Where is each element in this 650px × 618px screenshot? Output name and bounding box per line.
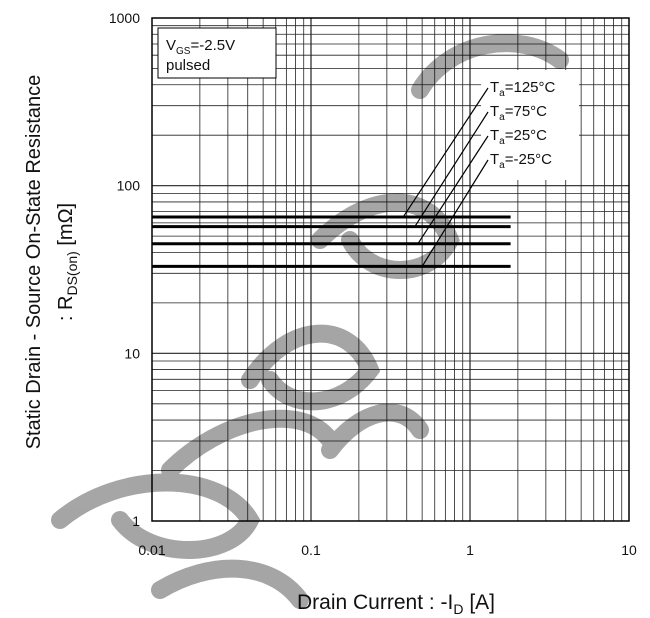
condition-line-1: VGS=-2.5V	[166, 37, 235, 57]
plot-frame	[151, 17, 630, 522]
x-axis-label: Drain Current : -ID [A]	[297, 591, 495, 617]
legend-leader-1	[402, 87, 489, 218]
y-axis-label-line-2: : RDS(on) [mΩ]	[55, 203, 80, 321]
legend-label-4: Ta=-25°C	[490, 151, 552, 171]
x-tick-label: 1	[466, 542, 474, 558]
series-lines	[152, 215, 511, 268]
tick-labels: 0.01 0.1 1 10 1 10 100 1000	[109, 10, 637, 558]
x-tick-label: 10	[621, 542, 637, 558]
legend-leader-4	[421, 159, 489, 267]
condition-box: VGS=-2.5V pulsed	[157, 27, 277, 79]
legend-label-1: Ta=125°C	[490, 79, 556, 99]
legend-leader-3	[417, 135, 489, 245]
y-axis-label: Static Drain - Source On-State Resistanc…	[23, 75, 80, 450]
y-tick-label: 1000	[109, 10, 140, 26]
x-tick-label: 0.01	[138, 542, 165, 558]
legend: Ta=125°C Ta=75°C Ta=25°C Ta=-25°C	[481, 70, 579, 180]
grid	[152, 18, 629, 521]
watermark	[51, 34, 569, 609]
y-tick-label: 100	[117, 178, 141, 194]
legend-label-3: Ta=25°C	[490, 127, 547, 147]
condition-line-2: pulsed	[166, 57, 210, 74]
x-tick-label: 0.1	[301, 542, 321, 558]
legend-label-2: Ta=75°C	[490, 103, 547, 123]
legend-leader-lines	[402, 87, 489, 267]
y-axis-label-line-1: Static Drain - Source On-State Resistanc…	[23, 75, 45, 450]
y-tick-label: 10	[124, 345, 140, 361]
legend-leader-2	[414, 111, 489, 227]
y-tick-label: 1	[132, 513, 140, 529]
